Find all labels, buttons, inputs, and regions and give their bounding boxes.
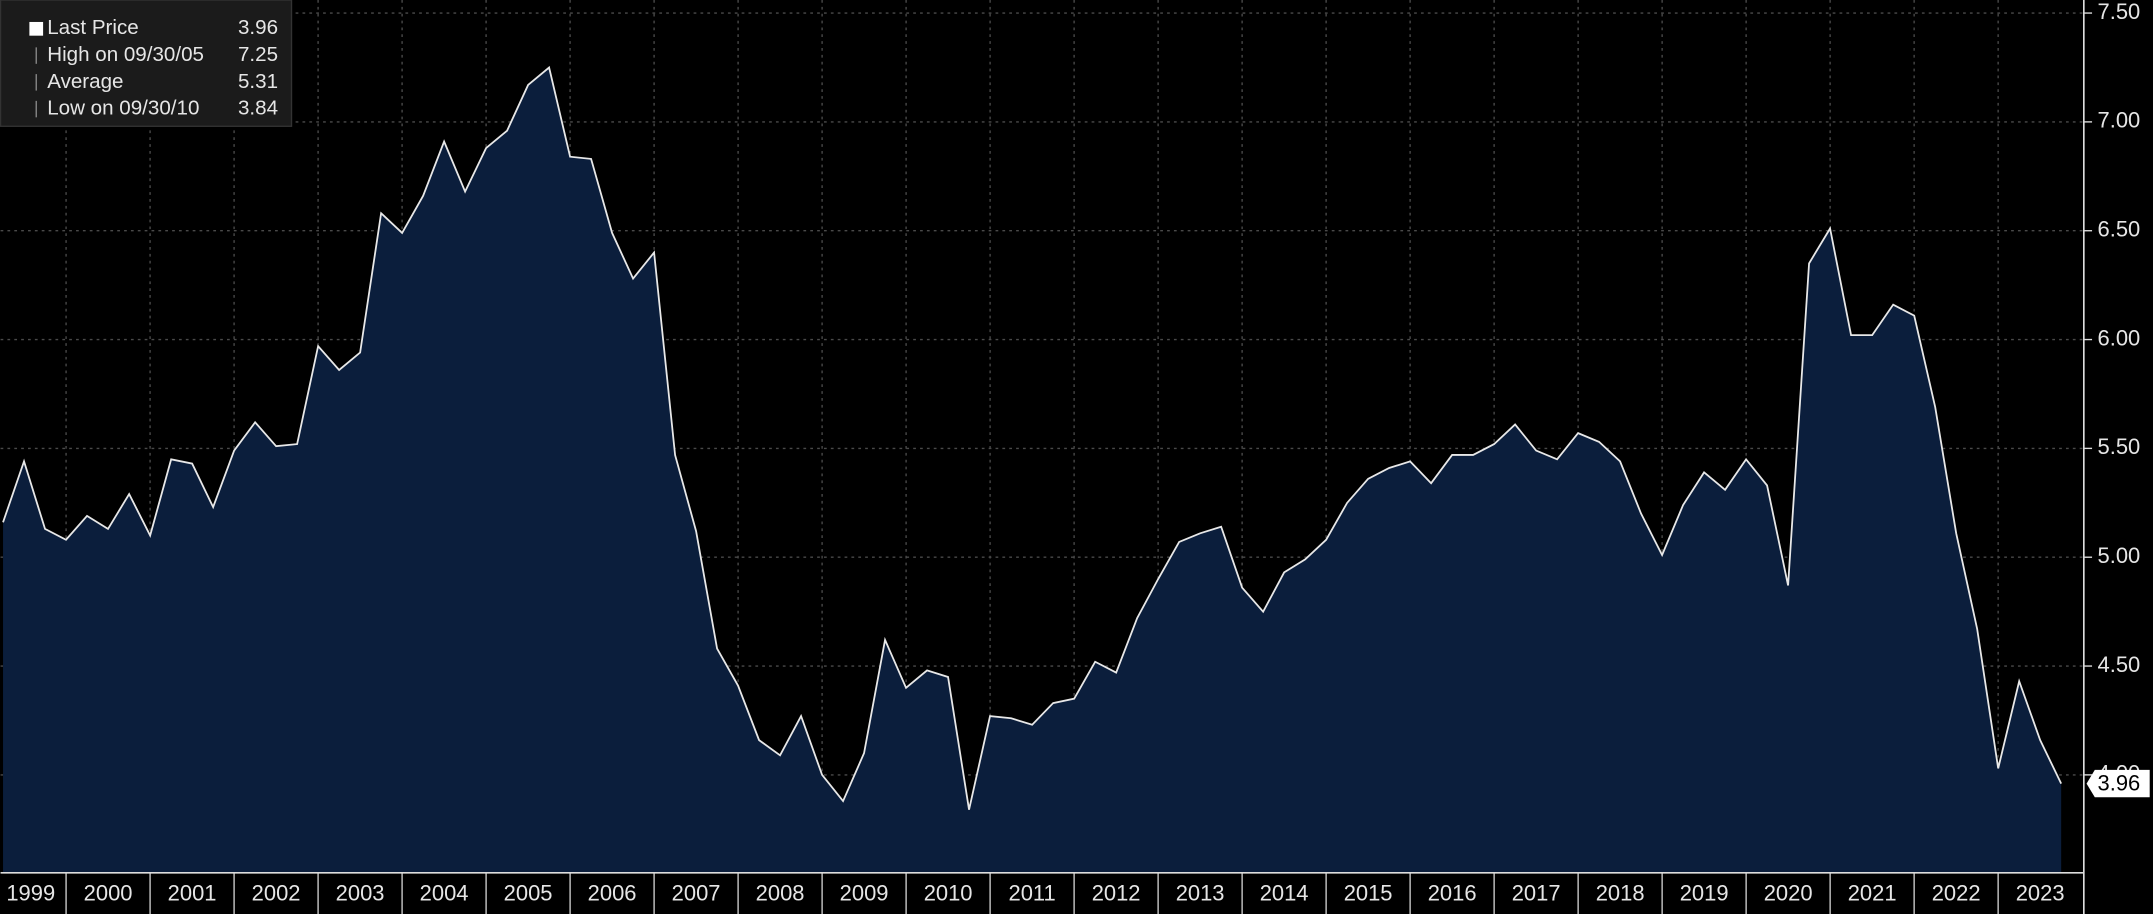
legend: Last Price 3.96 High on 09/30/05 7.25 Averag…: [0, 0, 293, 127]
legend-label: Low on 09/30/10: [47, 97, 199, 120]
x-tick-label: 2012: [1092, 881, 1141, 906]
legend-swatch: [29, 21, 44, 36]
x-tick-label: 2010: [924, 881, 973, 906]
y-tick-label: 7.00: [2098, 108, 2141, 133]
x-tick-label: 2007: [672, 881, 721, 906]
x-tick-label: 2008: [756, 881, 805, 906]
y-tick-label: 7.50: [2098, 0, 2141, 24]
x-tick-label: 2013: [1176, 881, 1225, 906]
last-value-pointer: [2086, 769, 2150, 798]
y-tick-label: 4.50: [2098, 652, 2141, 677]
x-tick-label: 2017: [1512, 881, 1561, 906]
x-tick-label: 2002: [252, 881, 301, 906]
legend-label: Average: [47, 70, 123, 93]
legend-label: High on 09/30/05: [47, 43, 204, 66]
x-tick-label: 2004: [420, 881, 469, 906]
x-tick-label: 2015: [1344, 881, 1393, 906]
x-tick-label: 1999: [6, 881, 55, 906]
line: [2, 65, 2062, 810]
x-tick-label: 2011: [1009, 881, 1056, 906]
x-tick-label: 2014: [1260, 881, 1309, 906]
y-tick-label: 5.50: [2098, 434, 2141, 459]
y-tick-label: 6.00: [2098, 325, 2141, 350]
y-tick-label: 6.50: [2098, 217, 2141, 242]
legend-value: 3.96: [238, 16, 278, 39]
x-tick-label: 2022: [1932, 881, 1981, 906]
legend-value: 3.84: [238, 97, 278, 120]
legend-box: [0, 0, 293, 127]
last-value-label: 3.96: [2098, 771, 2141, 796]
x-tick-label: 2018: [1596, 881, 1645, 906]
x-tick-label: 2006: [588, 881, 637, 906]
x-tick-label: 2019: [1680, 881, 1729, 906]
x-tick-label: 2001: [168, 881, 217, 906]
x-tick-label: 2003: [336, 881, 385, 906]
x-tick-label: 2000: [84, 881, 133, 906]
legend-label: Last Price: [47, 16, 139, 39]
legend-value: 5.31: [238, 70, 278, 93]
y-tick-label: 5.00: [2098, 543, 2141, 568]
x-tick-label: 2020: [1764, 881, 1813, 906]
area: [3, 67, 2062, 873]
x-tick-label: 2005: [504, 881, 553, 906]
x-tick-label: 2023: [2016, 881, 2065, 906]
x-tick-label: 2021: [1848, 881, 1897, 906]
x-tick-label: 2016: [1428, 881, 1477, 906]
legend-value: 7.25: [238, 43, 278, 66]
x-tick-label: 2009: [840, 881, 889, 906]
